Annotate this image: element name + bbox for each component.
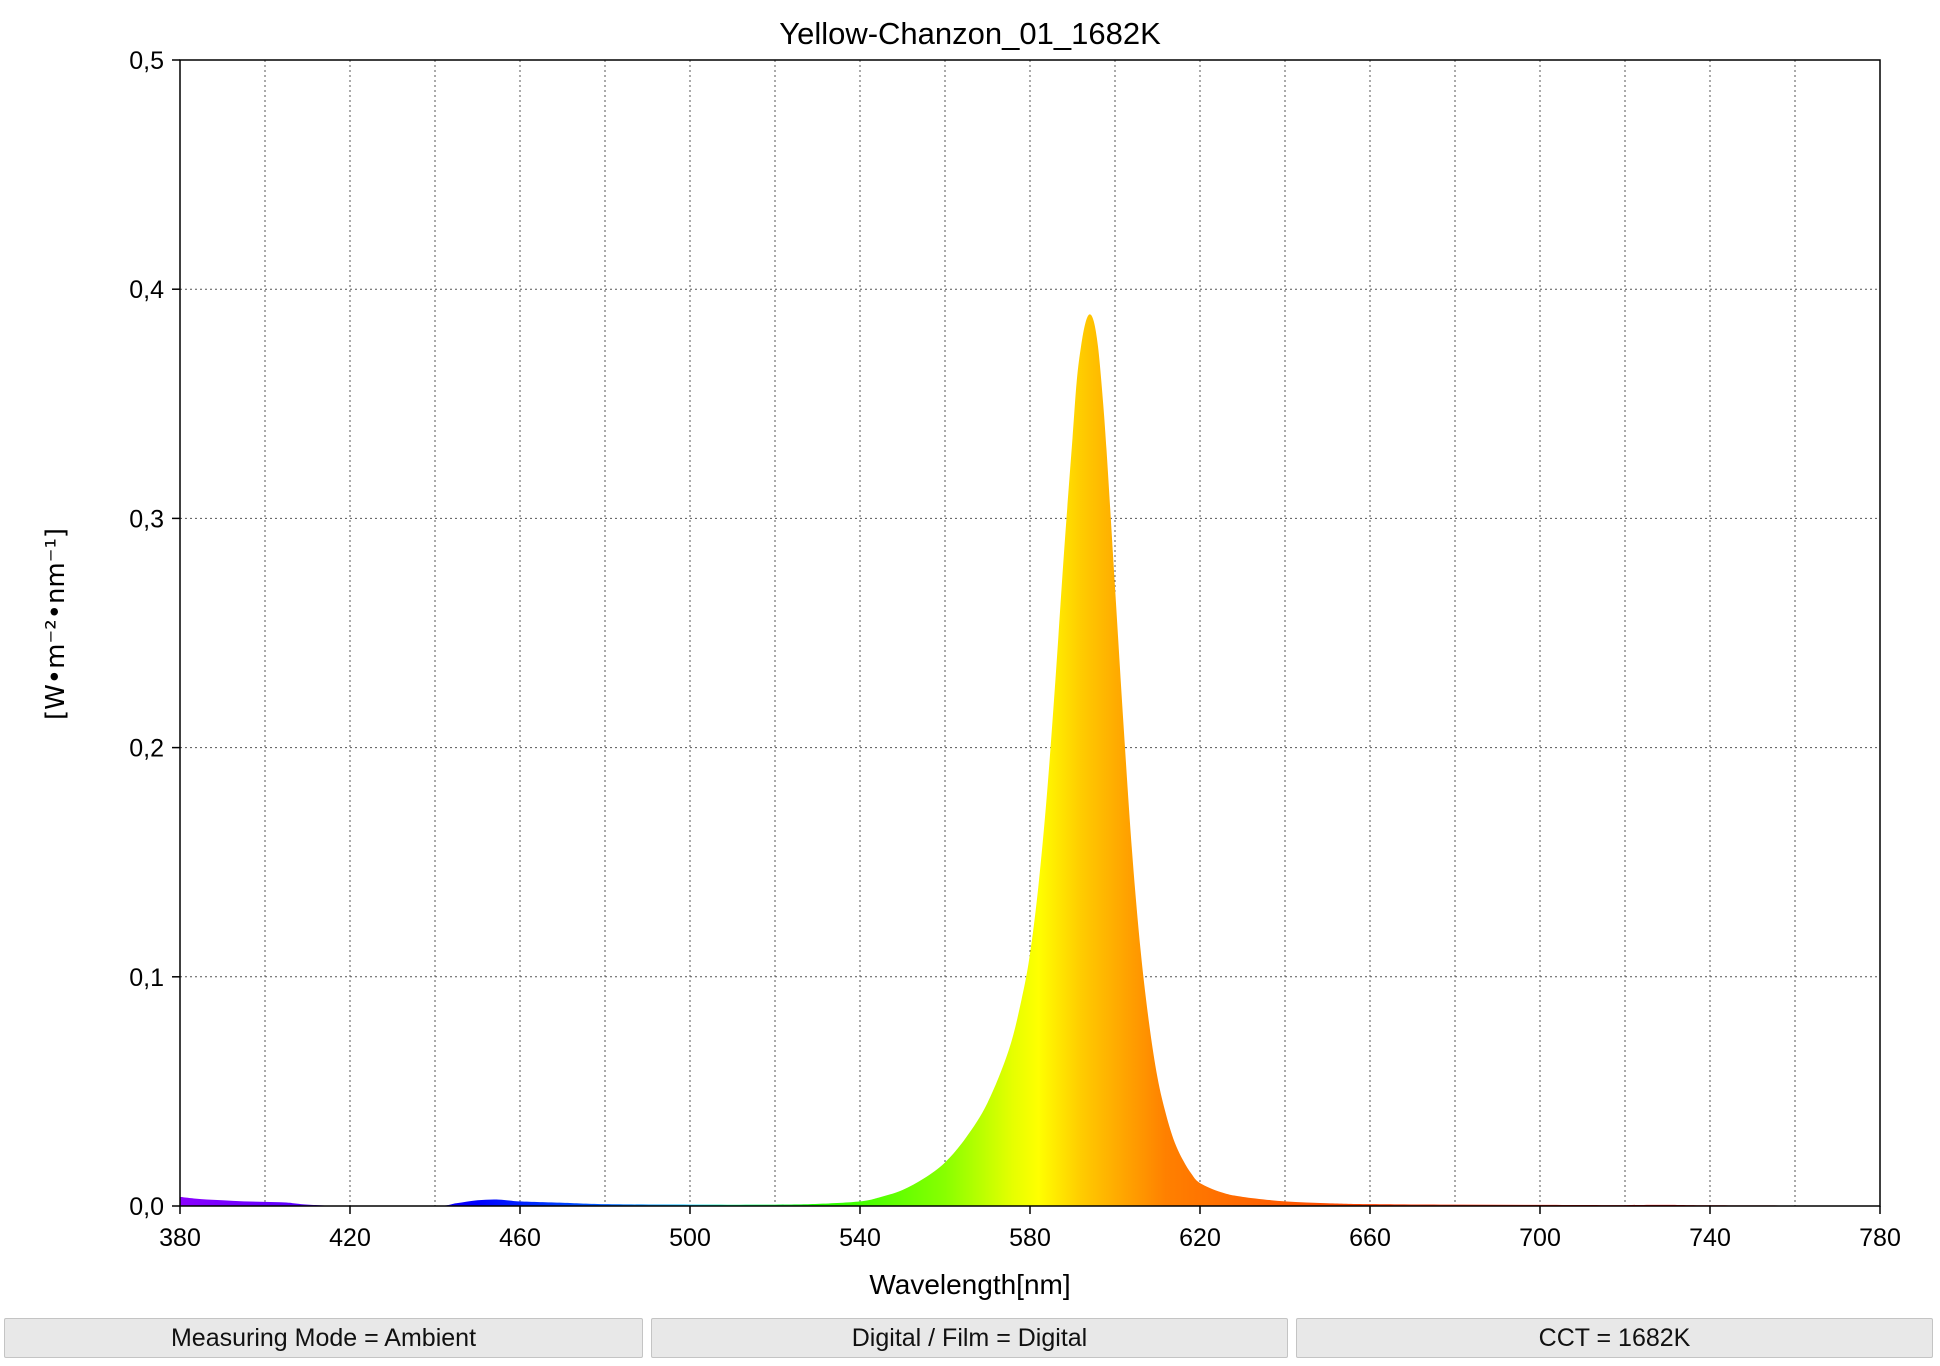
x-tick-label: 580 [1009, 1224, 1051, 1252]
y-tick-label: 0,0 [129, 1193, 164, 1221]
x-axis: 380 420 460 500 540 580 620 660 700 740 780 [159, 1206, 1901, 1252]
y-axis: 0,0 0,1 0,2 0,3 0,4 0,5 [129, 47, 180, 1221]
x-tick-label: 700 [1519, 1224, 1561, 1252]
y-tick-label: 0,5 [129, 47, 164, 75]
x-axis-label: Wavelength[nm] [869, 1269, 1070, 1300]
cct-status: CCT = 1682K [1296, 1318, 1933, 1358]
x-tick-label: 460 [499, 1224, 541, 1252]
y-axis-label: [W•m⁻²•nm⁻¹] [41, 528, 71, 720]
chart-title: Yellow-Chanzon_01_1682K [779, 16, 1161, 51]
y-tick-label: 0,4 [129, 276, 164, 304]
measuring-mode-status: Measuring Mode = Ambient [4, 1318, 643, 1358]
x-tick-label: 540 [839, 1224, 881, 1252]
x-tick-label: 420 [329, 1224, 371, 1252]
x-tick-label: 620 [1179, 1224, 1221, 1252]
x-tick-label: 500 [669, 1224, 711, 1252]
spectrum-chart: 380 420 460 500 540 580 620 660 700 740 780 0,0 0,1… [41, 16, 1901, 1300]
status-bar: Measuring Mode = Ambient Digital / Film … [0, 1318, 1940, 1366]
x-tick-label: 740 [1689, 1224, 1731, 1252]
y-tick-label: 0,2 [129, 735, 164, 763]
digital-film-status: Digital / Film = Digital [651, 1318, 1288, 1358]
x-tick-label: 380 [159, 1224, 201, 1252]
y-tick-label: 0,3 [129, 505, 164, 533]
spectrum-area [180, 314, 1880, 1206]
x-tick-label: 780 [1859, 1224, 1901, 1252]
x-tick-label: 660 [1349, 1224, 1391, 1252]
y-tick-label: 0,1 [129, 964, 164, 992]
spectrum-chart-svg: 380 420 460 500 540 580 620 660 700 740 780 0,0 0,1… [41, 16, 1901, 1300]
